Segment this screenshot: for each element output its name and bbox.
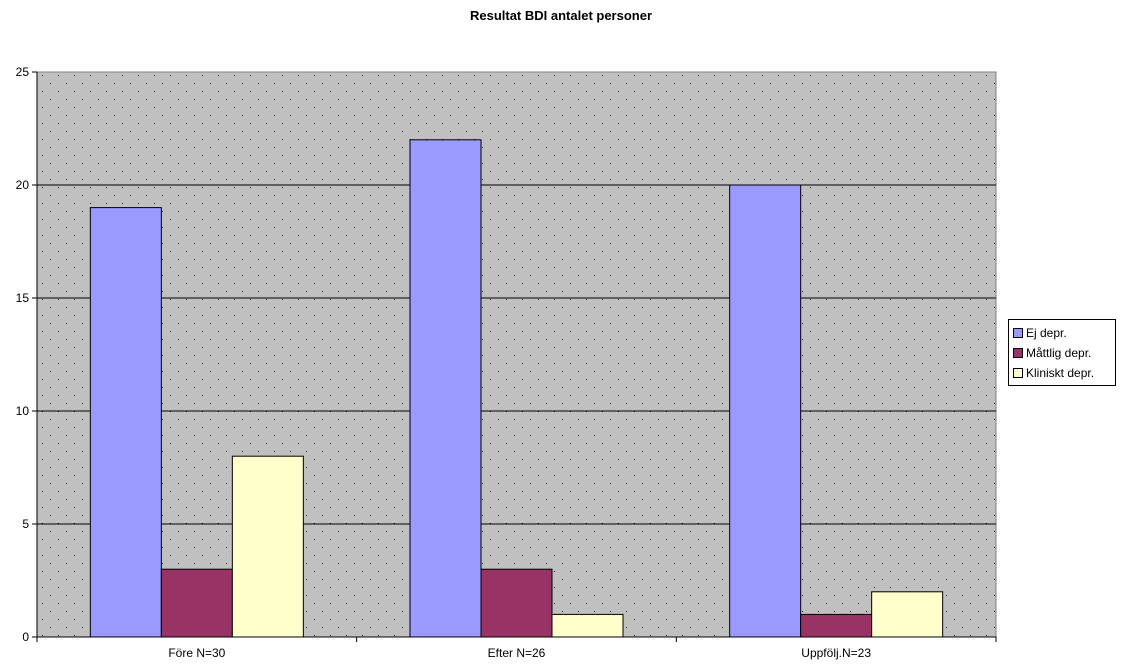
y-tick-label: 0 <box>22 630 29 644</box>
legend-swatch-kliniskt-depr <box>1013 368 1023 378</box>
bar <box>231 455 304 638</box>
y-tick-label: 10 <box>16 404 30 418</box>
legend-label-kliniskt-depr: Kliniskt depr. <box>1026 366 1095 380</box>
bar <box>871 591 944 638</box>
y-tick-label: 5 <box>22 517 29 531</box>
chart-title: Resultat BDI antalet personer <box>469 8 653 23</box>
x-tick-label: Före N=30 <box>168 646 225 660</box>
legend-item-mattlig-depr: Måttlig depr. <box>1013 343 1115 363</box>
legend: Ej depr. Måttlig depr. Kliniskt depr. <box>1008 319 1116 386</box>
bar <box>480 568 553 638</box>
y-tick-label: 25 <box>16 65 30 79</box>
x-tick-labels: Före N=30 Efter N=26 Uppfölj.N=23 <box>168 646 871 660</box>
y-tick-label: 15 <box>16 291 30 305</box>
x-tick-label: Efter N=26 <box>488 646 546 660</box>
legend-label-mattlig-depr: Måttlig depr. <box>1026 346 1092 360</box>
legend-swatch-ej-depr <box>1013 328 1023 338</box>
gridlines <box>37 184 996 525</box>
bar <box>409 139 482 638</box>
legend-label-ej-depr: Ej depr. <box>1026 326 1067 340</box>
axes <box>32 71 997 642</box>
bar <box>160 568 233 638</box>
bar <box>729 184 802 638</box>
x-tick-label: Uppfölj.N=23 <box>801 646 871 660</box>
y-tick-labels: 0 5 10 15 20 25 <box>16 65 30 644</box>
legend-item-ej-depr: Ej depr. <box>1013 323 1115 343</box>
legend-item-kliniskt-depr: Kliniskt depr. <box>1013 363 1115 383</box>
y-tick-label: 20 <box>16 178 30 192</box>
legend-swatch-mattlig-depr <box>1013 348 1023 358</box>
bar <box>800 613 873 638</box>
plot-area <box>36 71 997 638</box>
bar <box>89 207 162 638</box>
bar <box>551 613 624 638</box>
